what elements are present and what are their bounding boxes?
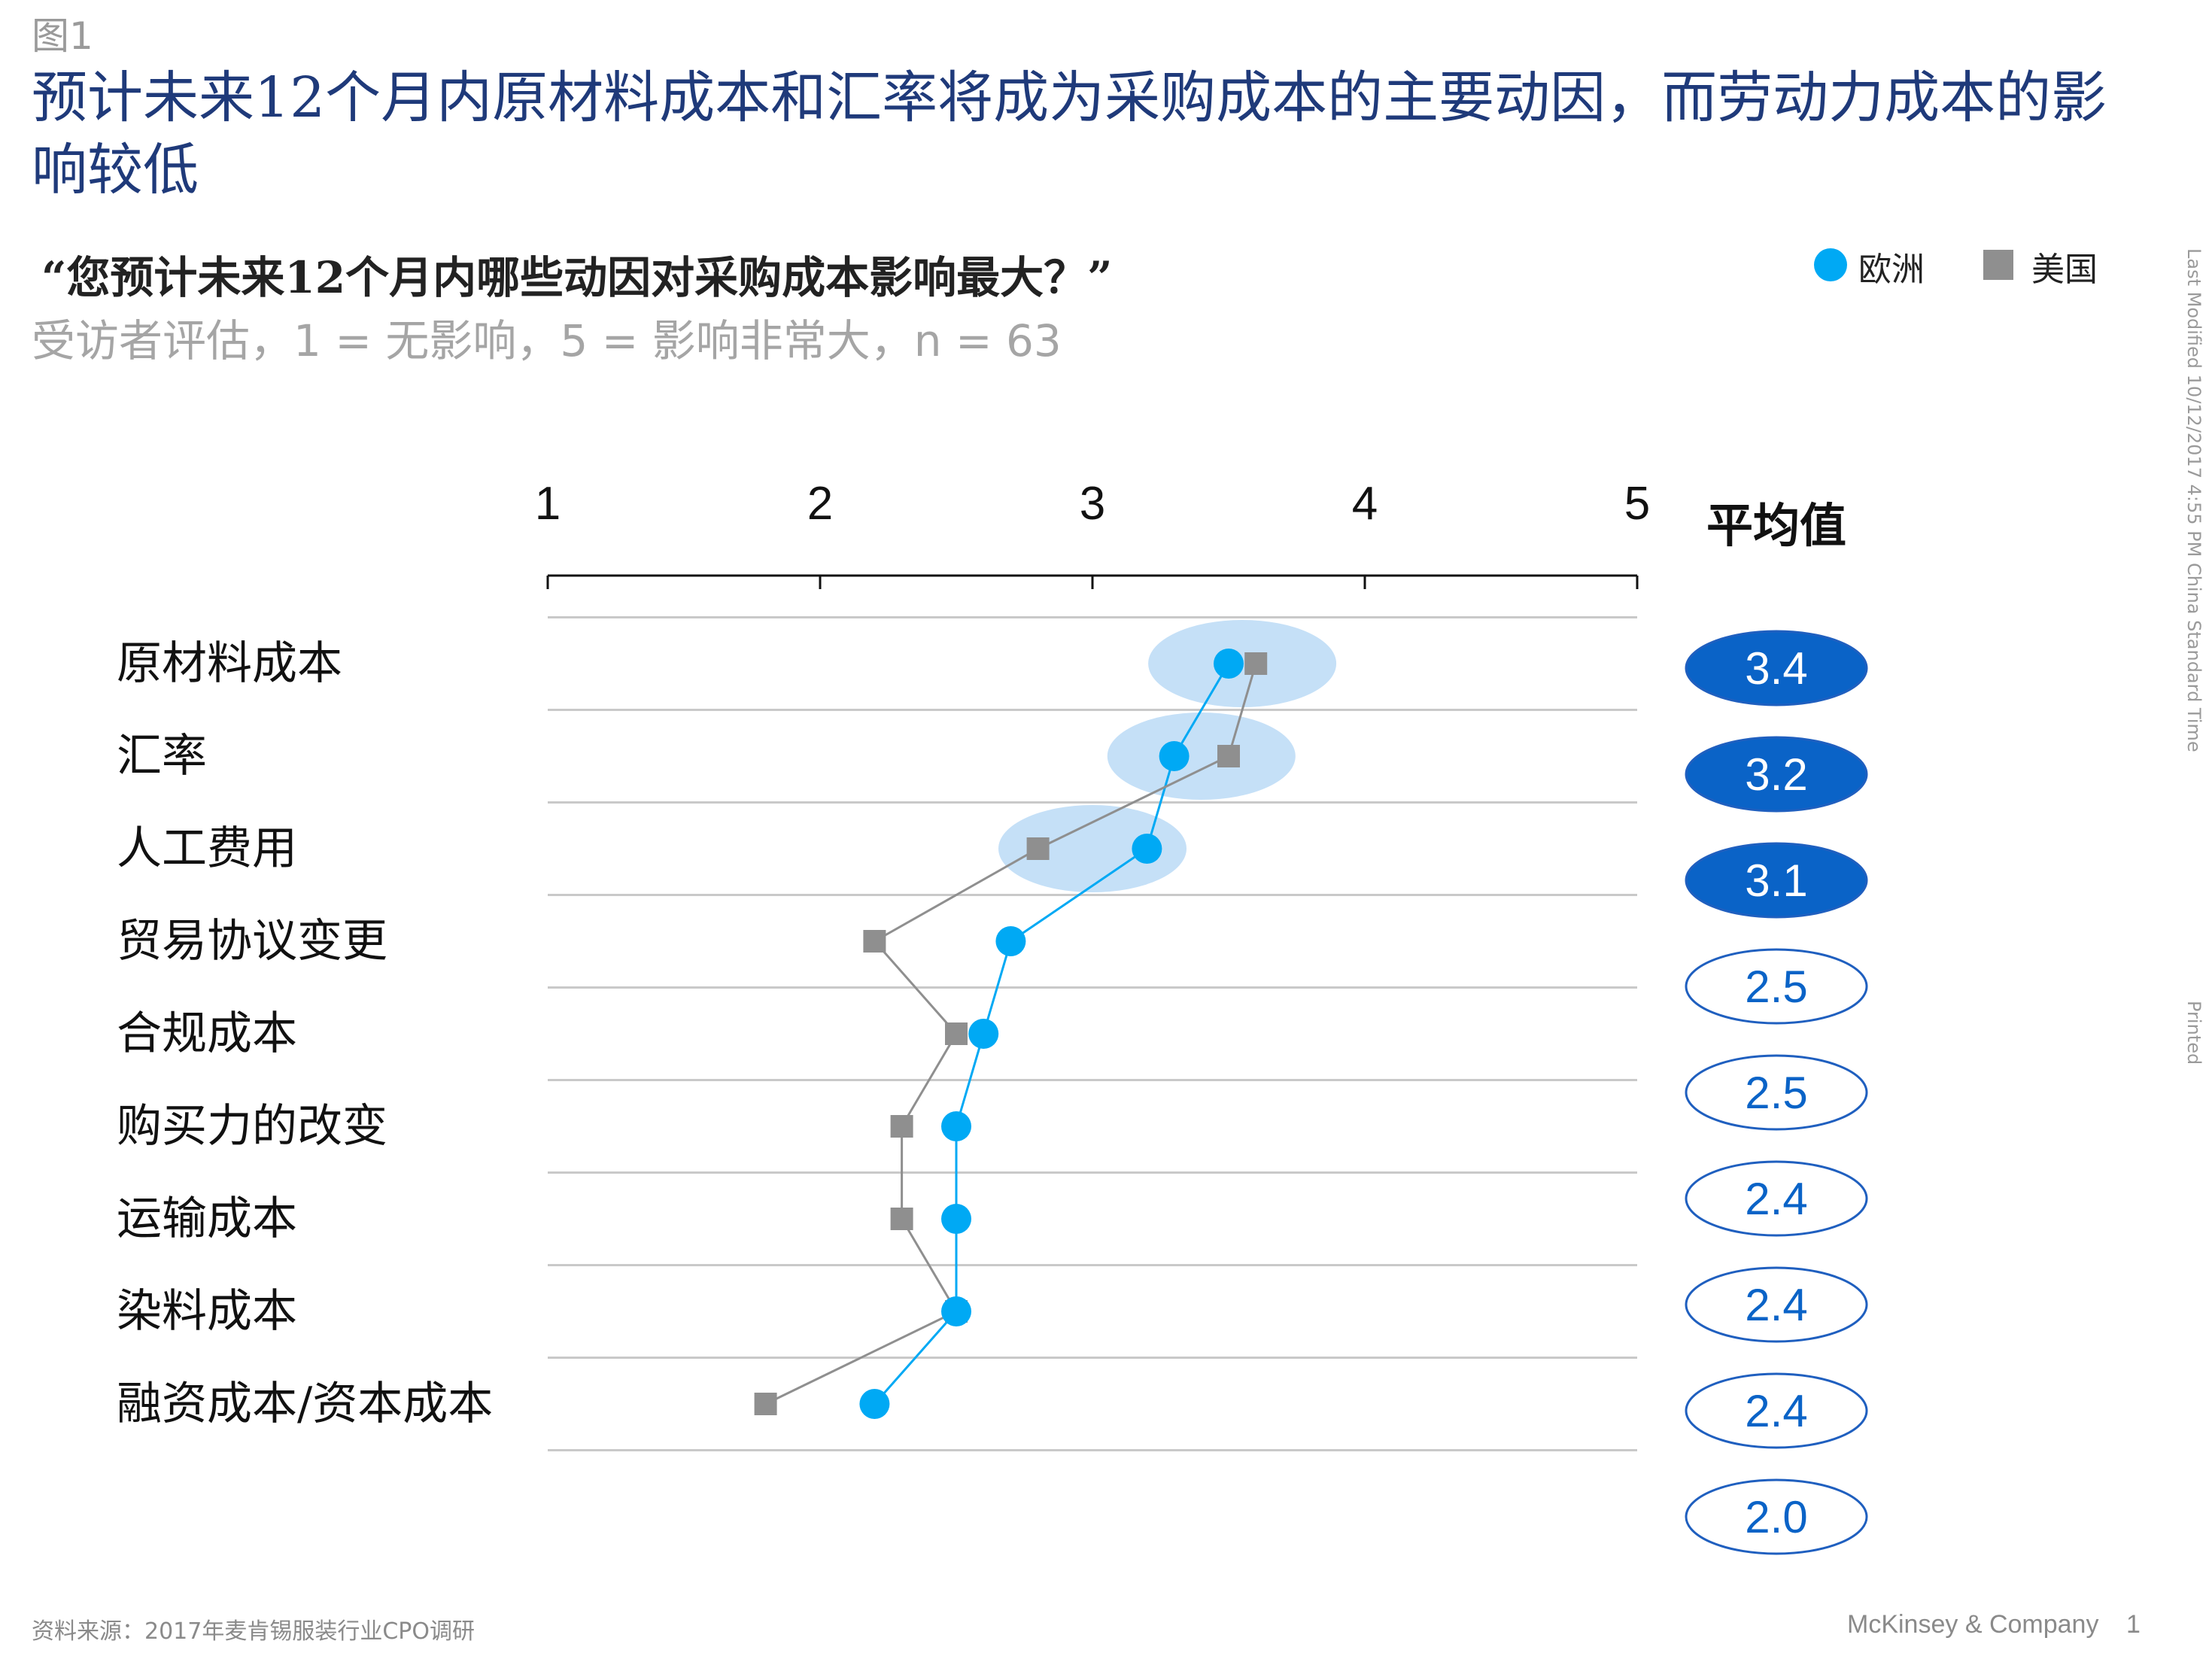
- usa-point: [1026, 837, 1050, 860]
- usa-point: [945, 1022, 968, 1045]
- highlight-ellipse: [998, 805, 1187, 892]
- footer-company: McKinsey & Company: [1847, 1610, 2099, 1639]
- europe-point: [995, 926, 1026, 956]
- legend-usa-label: 美国: [2031, 251, 2098, 289]
- europe-point: [1159, 741, 1190, 771]
- category-label: 合规成本: [117, 1007, 297, 1060]
- usa-point: [1244, 652, 1268, 675]
- europe-point: [1132, 834, 1162, 864]
- average-value: 2.4: [1745, 1280, 1807, 1330]
- average-value: 3.2: [1745, 749, 1807, 800]
- europe-point: [941, 1111, 971, 1141]
- average-column: 平均值 3.4 3.2 3.1 2.5 2.5 2.4 2.4 2.4 2.0: [1685, 498, 1868, 1555]
- chart-subtitle: 受访者评估，1 = 无影响，5 = 影响非常大，n = 63: [32, 315, 1062, 366]
- category-label: 原材料成本: [117, 637, 342, 690]
- x-tick-label: 4: [1352, 478, 1378, 530]
- series-points: [754, 649, 1268, 1419]
- usa-point: [1217, 745, 1240, 767]
- page-number: 1: [2126, 1610, 2141, 1639]
- europe-point: [1214, 649, 1244, 679]
- usa-point: [890, 1208, 913, 1230]
- x-tick-label: 2: [807, 478, 833, 530]
- usa-point: [754, 1393, 777, 1415]
- average-value: 2.5: [1745, 1068, 1807, 1118]
- average-value: 2.4: [1745, 1174, 1807, 1224]
- source-note: 资料来源：2017年麦肯锡服装行业CPO调研: [32, 1618, 475, 1645]
- average-badge: [1685, 736, 1868, 813]
- average-value: 3.1: [1745, 855, 1807, 906]
- average-badge: [1685, 630, 1868, 706]
- gridlines: [548, 616, 1637, 1451]
- average-badge: [1685, 842, 1868, 919]
- europe-point: [941, 1204, 971, 1234]
- x-tick-label: 5: [1624, 478, 1650, 530]
- category-label: 染料成本: [117, 1285, 297, 1338]
- category-labels: 原材料成本汇率人工费用贸易协议变更合规成本购买力的改变运输成本染料成本融资成本/…: [117, 637, 493, 1430]
- average-value: 2.0: [1745, 1492, 1807, 1542]
- survey-question: “您预计未来12个月内哪些动因对采购成本影响最大？”: [41, 252, 1113, 303]
- average-badge: [1685, 1160, 1868, 1237]
- europe-point: [968, 1019, 999, 1049]
- average-badge: [1685, 948, 1868, 1025]
- highlight-ellipses: [998, 620, 1337, 892]
- category-label: 汇率: [117, 730, 207, 782]
- category-label: 人工费用: [117, 822, 297, 875]
- legend-europe-marker: [1814, 248, 1847, 281]
- x-axis: 1 2 3 4 5: [535, 478, 1650, 589]
- usa-point: [863, 930, 886, 953]
- figure-label: 图1: [32, 14, 93, 58]
- average-value: 3.4: [1745, 643, 1807, 694]
- category-label: 贸易协议变更: [117, 915, 387, 968]
- usa-point: [890, 1115, 913, 1138]
- average-badge: [1685, 1054, 1868, 1131]
- category-label: 购买力的改变: [117, 1100, 387, 1153]
- x-tick-label: 3: [1080, 478, 1105, 530]
- highlight-ellipse: [1107, 713, 1296, 800]
- average-value: 2.5: [1745, 962, 1807, 1012]
- average-badge: [1685, 1478, 1868, 1555]
- average-badge: [1685, 1266, 1868, 1343]
- x-tick-label: 1: [535, 478, 561, 530]
- legend-usa-marker: [1983, 250, 2013, 280]
- average-badge: [1685, 1372, 1868, 1449]
- category-label: 运输成本: [117, 1193, 297, 1245]
- legend-europe-label: 欧洲: [1858, 251, 1925, 289]
- europe-point: [859, 1389, 890, 1419]
- europe-point: [941, 1296, 971, 1326]
- average-value: 2.4: [1745, 1386, 1807, 1436]
- page-title: 预计未来12个月内原材料成本和汇率将成为采购成本的主要动因，而劳动力成本的影响较…: [32, 65, 2107, 202]
- category-label: 融资成本/资本成本: [117, 1378, 493, 1430]
- average-column-title: 平均值: [1706, 498, 1846, 553]
